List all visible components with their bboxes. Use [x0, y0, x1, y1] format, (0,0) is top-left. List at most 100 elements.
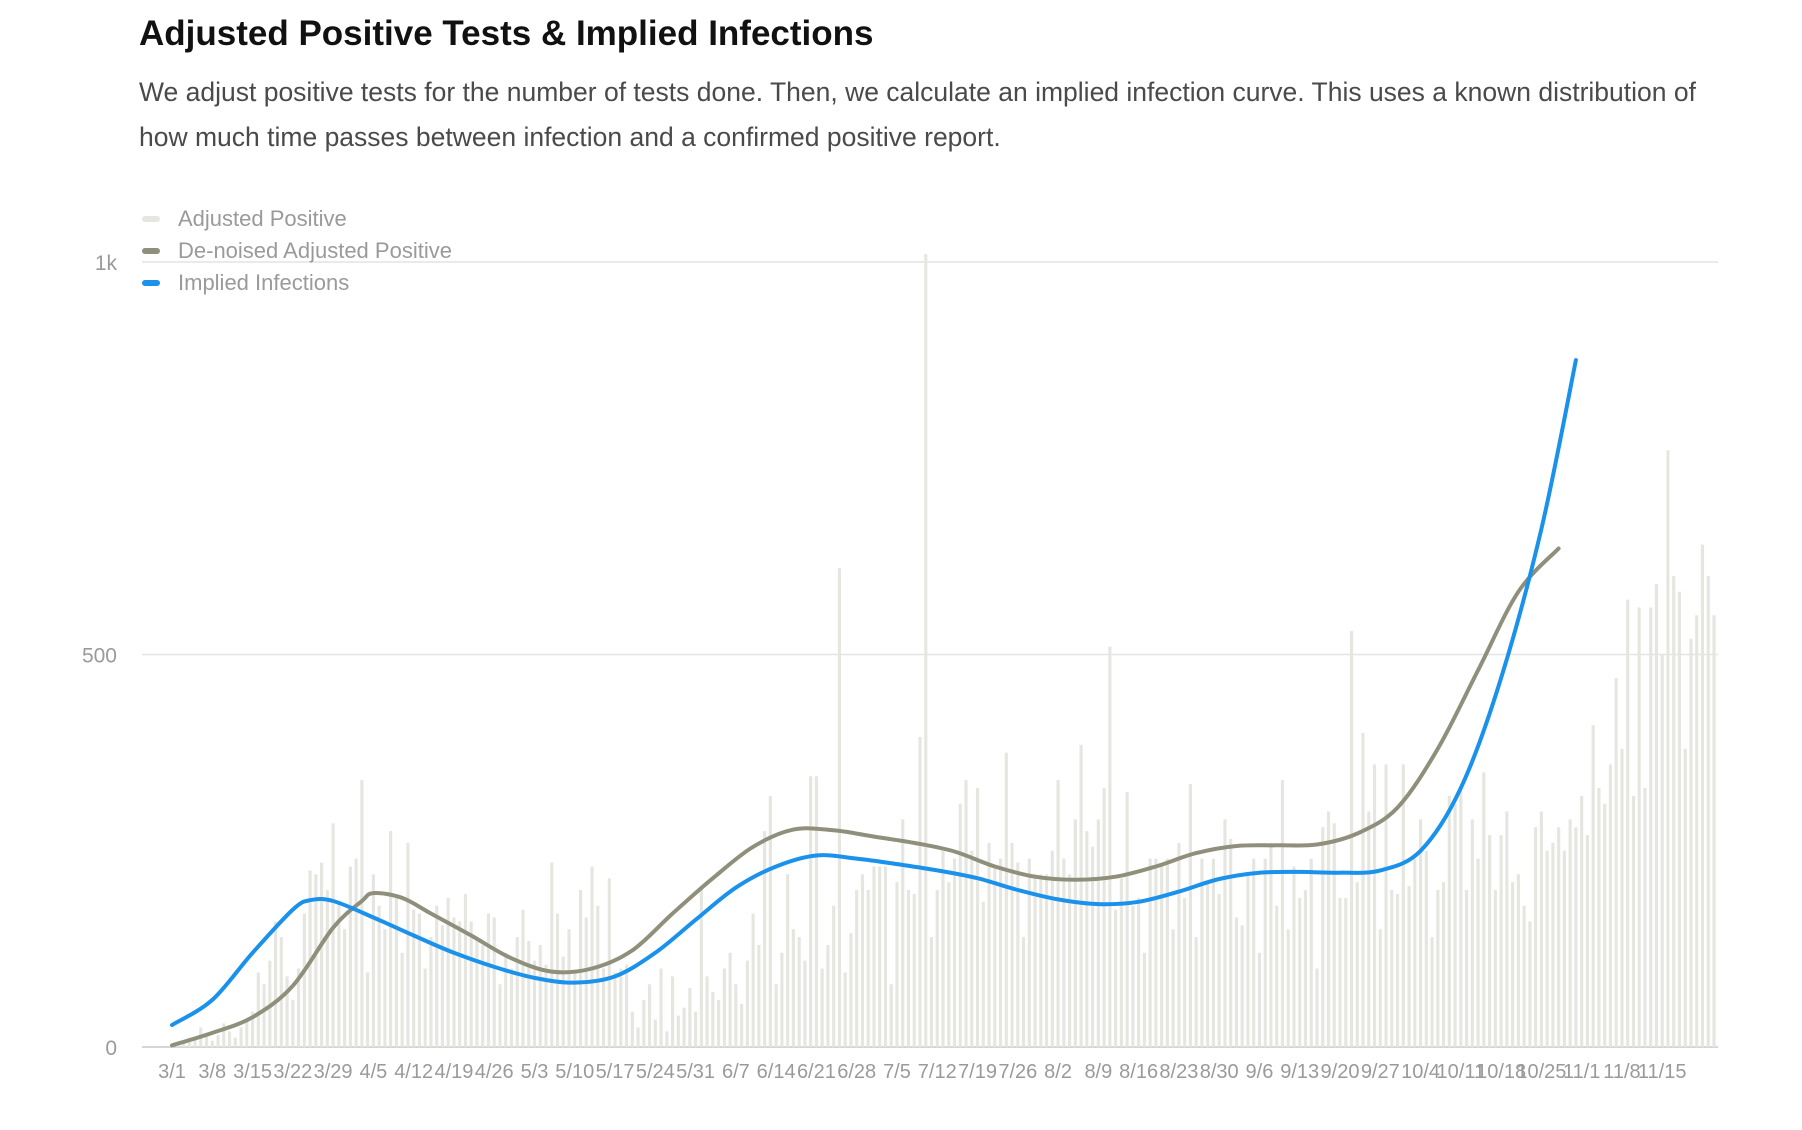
adjusted-positive-bar: [935, 890, 939, 1047]
adjusted-positive-bar: [1125, 791, 1129, 1047]
x-tick-label: 6/14: [757, 1061, 796, 1083]
adjusted-positive-bar: [1154, 858, 1158, 1047]
adjusted-positive-bar: [1666, 450, 1670, 1047]
adjusted-positive-bar: [446, 897, 450, 1047]
adjusted-positive-bar: [757, 944, 761, 1047]
x-tick-label: 3/8: [198, 1061, 226, 1083]
adjusted-positive-bar: [1217, 893, 1221, 1047]
adjusted-positive-bar: [1021, 937, 1026, 1047]
adjusted-positive-bar: [1073, 819, 1077, 1047]
adjusted-positive-bar: [659, 968, 663, 1047]
adjusted-positive-bar: [1608, 764, 1613, 1047]
adjusted-positive-bar: [1413, 858, 1417, 1047]
legend-item-denoised[interactable]: De-noised Adjusted Positive: [142, 235, 452, 267]
legend-item-implied-infections[interactable]: Implied Infections: [142, 267, 452, 299]
adjusted-positive-bar: [509, 968, 514, 1047]
adjusted-positive-bar: [1183, 897, 1187, 1047]
legend-label-denoised: De-noised Adjusted Positive: [178, 238, 452, 263]
adjusted-positive-bar: [1349, 630, 1354, 1047]
x-tick-label: 11/1: [1563, 1061, 1600, 1083]
adjusted-positive-bar: [717, 999, 721, 1047]
x-tick-label: 5/3: [521, 1061, 549, 1083]
adjusted-positive-bar: [452, 917, 456, 1047]
adjusted-positive-bar: [1516, 874, 1520, 1047]
adjusted-positive-bar: [550, 862, 554, 1047]
adjusted-positive-bar: [866, 890, 870, 1047]
adjusted-positive-bar: [1148, 858, 1152, 1047]
adjusted-positive-bar: [728, 952, 732, 1047]
adjusted-positive-bar: [918, 736, 922, 1047]
adjusted-positive-bar: [929, 937, 934, 1047]
adjusted-positive-bar: [239, 1027, 243, 1047]
adjusted-positive-bar: [734, 984, 738, 1047]
adjusted-positive-bar: [1211, 858, 1216, 1047]
adjusted-positive-bar: [233, 1037, 237, 1047]
adjusted-positive-bar: [567, 929, 571, 1047]
adjusted-positive-bar: [768, 795, 772, 1047]
adjusted-positive-bar: [1309, 858, 1313, 1047]
adjusted-positive-bar: [682, 1007, 686, 1047]
adjusted-positive-bar: [1689, 638, 1693, 1047]
adjusted-positive-bar: [1401, 764, 1405, 1047]
adjusted-positive-bar: [1626, 599, 1630, 1047]
x-tick-label: 8/2: [1044, 1061, 1072, 1083]
x-tick-label: 4/19: [434, 1061, 473, 1083]
adjusted-positive-bar: [1660, 654, 1664, 1047]
adjusted-positive-bar: [1534, 827, 1538, 1047]
adjusted-positive-bar: [1390, 890, 1394, 1047]
adjusted-positive-bar: [262, 984, 266, 1047]
adjusted-positive-bar: [1424, 850, 1428, 1047]
adjusted-positive-bar: [826, 944, 830, 1047]
adjusted-positive-bar: [975, 787, 980, 1047]
x-tick-label: 7/19: [958, 1061, 997, 1083]
adjusted-positive-bar: [1436, 890, 1440, 1047]
adjusted-positive-bar: [1332, 823, 1336, 1047]
adjusted-positive-bar: [619, 968, 623, 1047]
adjusted-positive-bar: [1067, 874, 1072, 1047]
x-tick-label: 6/28: [837, 1061, 876, 1083]
adjusted-positive-bar: [273, 921, 278, 1047]
legend-swatch-denoised: [142, 248, 160, 254]
adjusted-positive-bar: [343, 929, 347, 1047]
adjusted-positive-bar: [1430, 937, 1434, 1047]
x-tick-label: 4/12: [394, 1061, 433, 1083]
adjusted-positive-bar: [417, 913, 421, 1047]
adjusted-positive-bar: [1378, 929, 1382, 1047]
x-tick-label: 6/21: [797, 1061, 836, 1083]
adjusted-positive-bar: [1298, 897, 1302, 1047]
adjusted-positive-bar: [435, 905, 439, 1047]
adjusted-positive-bar: [1672, 576, 1676, 1047]
adjusted-positive-bar: [1108, 646, 1112, 1047]
adjusted-positive-bar: [429, 937, 433, 1047]
adjusted-positive-bar: [1603, 803, 1607, 1047]
adjusted-positive-bar: [1643, 787, 1647, 1047]
adjusted-positive-bar: [705, 976, 709, 1047]
legend-item-adjusted-positive[interactable]: Adjusted Positive: [142, 203, 452, 235]
adjusted-positive-bar: [590, 866, 594, 1047]
adjusted-positive-bar: [1010, 842, 1014, 1047]
adjusted-positive-bar: [1085, 831, 1089, 1047]
adjusted-positive-bar: [906, 890, 911, 1047]
adjusted-positive-bar: [320, 862, 324, 1047]
adjusted-positive-bar: [843, 972, 847, 1047]
adjusted-positive-bar: [745, 960, 749, 1047]
adjusted-positive-bar: [1459, 787, 1463, 1047]
adjusted-positive-bar: [504, 952, 508, 1047]
adjusted-positive-bar: [227, 1031, 232, 1047]
adjusted-positive-bar: [204, 1032, 209, 1047]
adjusted-positive-bar: [1338, 897, 1342, 1047]
adjusted-positive-bar: [981, 901, 985, 1047]
adjusted-positive-bar: [924, 254, 928, 1047]
adjusted-positive-bar: [1114, 909, 1118, 1047]
denoised-adjusted-positive-line: [170, 546, 1561, 1048]
adjusted-positive-bar: [952, 858, 957, 1047]
adjusted-positive-bar: [216, 1035, 220, 1047]
adjusted-positive-bar: [423, 968, 427, 1047]
adjusted-positive-bar: [412, 909, 416, 1047]
adjusted-positive-bar: [1321, 827, 1325, 1047]
adjusted-positive-bar: [1683, 748, 1687, 1047]
chart-legend: Adjusted Positive De-noised Adjusted Pos…: [142, 203, 452, 299]
x-tick-label: 6/7: [722, 1061, 750, 1083]
x-tick-label: 9/13: [1280, 1061, 1319, 1083]
adjusted-positive-bar: [1044, 874, 1049, 1047]
